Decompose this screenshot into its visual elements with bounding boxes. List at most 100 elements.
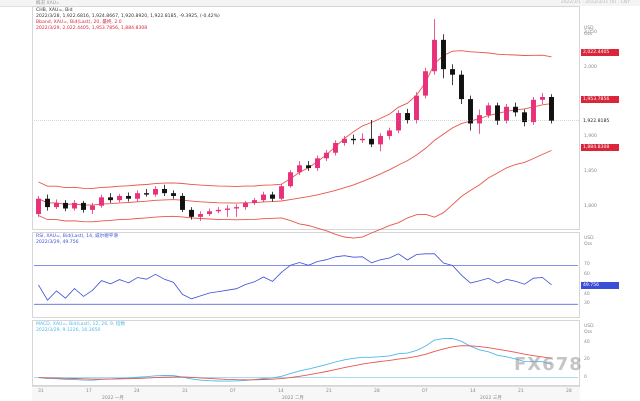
price-axis-unit-sub: Ozs [584, 32, 593, 37]
price-axis-tick: 2,000 [584, 64, 597, 70]
main-legend-bband-values: 2022/3/29, 2,022.4405, 1,953.7856, 1,884… [36, 26, 148, 31]
macd-axis-tick: 20 [584, 357, 590, 363]
macd-signal-line [38, 345, 552, 381]
candle-body [459, 74, 464, 100]
candle-body [360, 138, 365, 141]
candle-body [99, 197, 104, 206]
candle-body [171, 193, 176, 196]
candle-body [198, 214, 203, 217]
candle-body [270, 194, 275, 199]
candle-body [135, 193, 140, 199]
macd-y-axis[interactable]: USD Ozs 40 20 0 [580, 320, 640, 386]
price-chart-pane[interactable] [32, 6, 580, 230]
candle-body [63, 202, 68, 209]
candle-body [468, 99, 473, 124]
macd-legend-value: 2022/3/29, 9.1226, 16.3650 [36, 328, 101, 333]
candle-body [126, 195, 131, 199]
rsi-pane[interactable] [32, 232, 580, 318]
price-axis-tick: 2,050 [584, 29, 597, 35]
x-axis-month-label: 2022 三月 [480, 396, 502, 401]
rsi-axis-unit: USD [584, 236, 594, 241]
main-legend-bband: Bband, XAU=, Bid(Last), 20, 最终, 2.0 [36, 20, 122, 25]
x-axis-tick: 24 [134, 389, 140, 394]
candle-body [450, 69, 455, 75]
candle-body [144, 193, 149, 195]
candle-body [54, 202, 59, 208]
candle-body [288, 172, 293, 187]
price-y-axis[interactable]: USDOzs2,0502,0001,9501,9001,8501,8002,02… [580, 6, 640, 230]
candle-body [216, 209, 221, 212]
rsi-line [38, 253, 552, 301]
rsi-axis-tick: 30 [584, 301, 590, 307]
candle-body [342, 138, 347, 143]
rsi-axis-tick: 70 [584, 262, 590, 268]
candle-body [90, 205, 95, 210]
x-axis-tick: 21 [518, 389, 524, 394]
price-tag: 2,022.4405 [581, 48, 619, 56]
candle-body [117, 195, 122, 201]
x-axis[interactable]: 31 17 24 31 07 14 21 28 07 14 21 28 2022 一月 2022 二月 20… [32, 386, 580, 401]
candle-body [162, 188, 167, 194]
candle-body [405, 113, 410, 120]
rsi-axis-tick: 60 [584, 272, 590, 278]
candle-body [81, 202, 86, 210]
x-axis-tick: 07 [230, 389, 236, 394]
candle-body [45, 198, 50, 208]
x-axis-tick: 28 [374, 389, 380, 394]
candle-body [36, 198, 41, 215]
candle-body [243, 202, 248, 208]
candle-body [234, 207, 239, 209]
price-tag: 1,884.8308 [581, 144, 619, 152]
bband-lower-line [38, 149, 552, 239]
candle-body [180, 195, 185, 210]
candle-body [504, 106, 509, 121]
candle-body [108, 197, 113, 201]
price-axis-tick: 1,900 [584, 134, 597, 140]
candle-body [531, 99, 536, 123]
candle-body [387, 130, 392, 137]
candle-body [72, 202, 77, 209]
candle-body [513, 106, 518, 113]
candle-body [261, 194, 266, 201]
x-axis-tick: 07 [422, 389, 428, 394]
macd-axis-unit-sub: Ozs [584, 330, 593, 335]
rsi-value-tag: 49.756 [581, 281, 619, 289]
candle-body [306, 165, 311, 169]
rsi-axis-tick: 40 [584, 291, 590, 297]
candle-body [540, 97, 545, 100]
candle-body [441, 39, 446, 70]
rsi-legend-title: RSI, XAU=, Bid(Last), 14, 威尔德平滑 [36, 234, 118, 239]
x-axis-tick: 17 [86, 389, 92, 394]
main-legend-ohlc: 2022/3/28, 1,922.6816, 1,924.8667, 1,920… [36, 14, 220, 19]
x-axis-tick: 28 [566, 389, 572, 394]
x-axis-tick: 31 [182, 389, 188, 394]
x-axis-tick: 14 [278, 389, 284, 394]
main-legend-symbol: CHB, XAU=, Bid [36, 8, 73, 13]
rsi-legend-value: 2022/3/29, 49.756 [36, 240, 79, 245]
candle-body [225, 208, 230, 210]
rsi-y-axis[interactable]: USDOzs706050403049.756 [580, 232, 640, 318]
candle-body [423, 71, 428, 96]
candle-body [333, 142, 338, 153]
candle-body [495, 105, 500, 121]
price-tag: 1,922.8185 [583, 119, 610, 125]
candle-body [252, 200, 257, 203]
candle-body [315, 158, 320, 169]
candle-body [396, 113, 401, 131]
fx678-watermark: FX678 [514, 354, 583, 375]
candle-body [549, 97, 554, 121]
window-top-left-label: 概况 XAU= [36, 1, 60, 6]
candle-body [153, 188, 158, 195]
candle-body [477, 115, 482, 124]
macd-axis-tick: 0 [584, 374, 587, 380]
bband-middle-line [38, 103, 552, 206]
x-axis-month-label: 2022 二月 [282, 396, 304, 401]
x-axis-tick: 31 [38, 389, 44, 394]
price-axis-tick: 1,800 [584, 204, 597, 210]
candle-body [486, 105, 491, 116]
macd-legend-title: MACD, XAU=, Bid(Last), 12, 26, 9, 指数 [36, 322, 126, 327]
candle-body [432, 39, 437, 72]
bband-upper-line [38, 50, 552, 189]
